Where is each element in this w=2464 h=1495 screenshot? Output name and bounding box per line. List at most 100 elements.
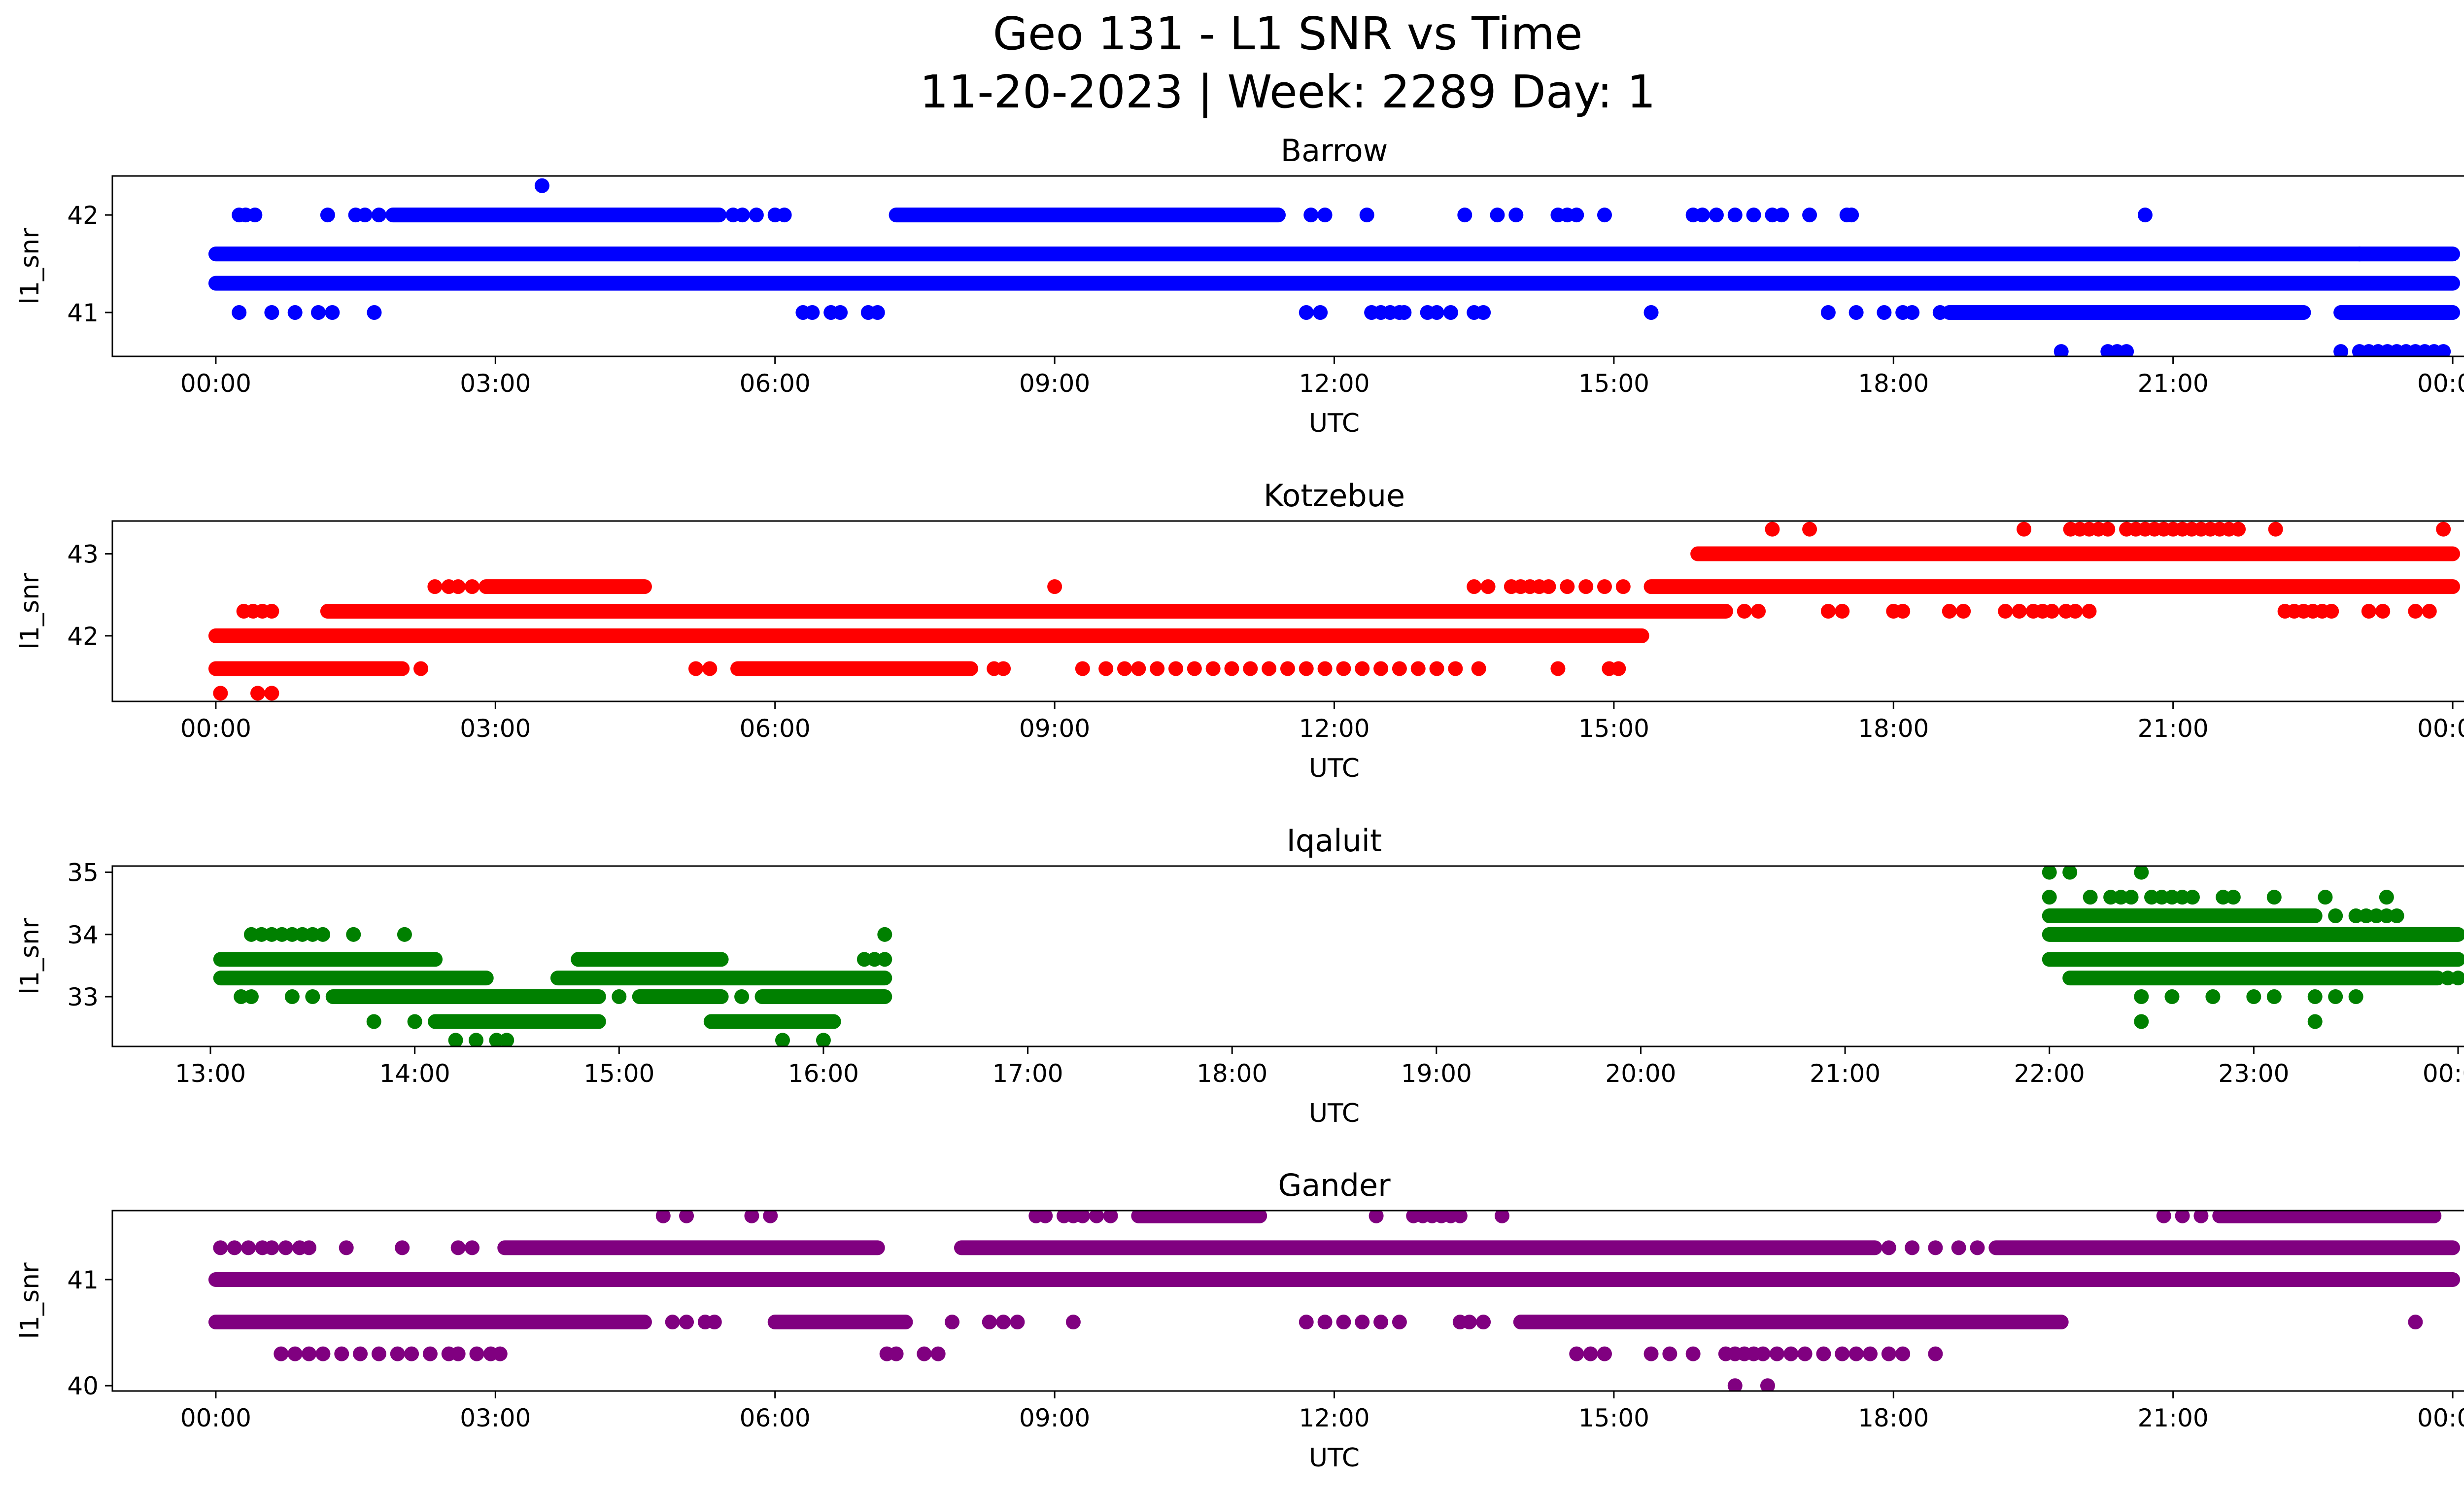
data-point <box>816 1033 831 1046</box>
data-point <box>250 686 266 701</box>
data-point <box>1597 579 1612 594</box>
data-point <box>287 305 303 320</box>
x-tick-label: 20:00 <box>1605 1059 1676 1088</box>
data-point <box>982 1315 997 1330</box>
data-point <box>1262 661 1277 676</box>
data-point <box>2216 890 2231 905</box>
data-point <box>1150 661 1165 676</box>
data-point <box>1895 604 1911 619</box>
x-tick-label: 21:00 <box>2138 714 2209 743</box>
x-tick-label: 12:00 <box>1299 1404 1369 1432</box>
data-point <box>534 178 549 193</box>
data-point <box>232 305 247 320</box>
data-point <box>805 305 820 320</box>
data-point <box>996 1315 1011 1330</box>
x-tick-label: 18:00 <box>1197 1059 1267 1088</box>
data-point <box>1928 1346 1943 1361</box>
data-point <box>1863 1346 1878 1361</box>
data-point <box>315 927 331 942</box>
data-point <box>2231 522 2246 537</box>
data-point <box>2307 989 2323 1005</box>
data-points <box>208 1211 2461 1391</box>
data-point <box>1410 661 1426 676</box>
data-point <box>1755 1346 1771 1361</box>
x-tick-label: 19:00 <box>1401 1059 1472 1088</box>
data-point <box>499 1033 514 1046</box>
data-points <box>213 866 2464 1046</box>
data-point <box>1355 661 1370 676</box>
x-tick-label: 15:00 <box>1578 369 1649 398</box>
data-point <box>1597 1346 1612 1361</box>
data-point <box>1615 579 1631 594</box>
data-point <box>2083 890 2098 905</box>
data-point <box>856 952 872 967</box>
data-point <box>744 1211 759 1223</box>
data-point <box>450 1346 466 1361</box>
data-point <box>243 927 259 942</box>
data-point <box>2053 344 2069 356</box>
data-point <box>274 1346 289 1361</box>
data-point <box>241 1240 256 1255</box>
data-point <box>1480 579 1496 594</box>
data-point <box>465 579 480 594</box>
data-point <box>2307 1014 2323 1029</box>
data-point <box>1611 661 1626 676</box>
data-point <box>2436 344 2451 356</box>
data-point <box>264 686 279 701</box>
x-tick-label: 00:00 <box>180 369 251 398</box>
data-point <box>2450 971 2464 986</box>
data-point <box>889 1346 904 1361</box>
data-point <box>450 579 466 594</box>
data-point <box>1280 661 1295 676</box>
x-tick-label: 18:00 <box>1858 714 1929 743</box>
data-point <box>1881 1240 1896 1255</box>
data-point <box>2408 1315 2423 1330</box>
subplot-title: Iqaluit <box>1287 823 1382 859</box>
x-tick-label: 15:00 <box>1578 1404 1649 1432</box>
data-point <box>571 952 586 967</box>
data-point <box>448 1033 463 1046</box>
data-point <box>2193 1211 2209 1223</box>
data-point <box>315 1346 331 1361</box>
data-point <box>1038 1211 1053 1223</box>
data-point <box>1047 579 1062 594</box>
data-point <box>2134 1014 2149 1029</box>
data-point <box>1168 661 1183 676</box>
data-point <box>1816 1346 1831 1361</box>
y-tick-label: 34 <box>67 921 99 949</box>
data-point <box>679 1211 694 1223</box>
data-point <box>655 1211 671 1223</box>
x-tick-label: 21:00 <box>1810 1059 1881 1088</box>
data-point <box>243 989 259 1005</box>
subplot-title: Kotzebue <box>1264 478 1405 514</box>
data-point <box>1727 1378 1743 1391</box>
data-point <box>227 1240 242 1255</box>
data-points <box>208 522 2461 701</box>
data-point <box>763 1211 778 1223</box>
data-point <box>1467 579 1482 594</box>
data-point <box>2185 890 2200 905</box>
data-point <box>1131 661 1146 676</box>
data-point <box>1662 1346 1677 1361</box>
data-point <box>2333 344 2349 356</box>
subplot-panels: Barrow 00:00 03:00 06:00 09:00 12:00 15:00 18:0… <box>15 133 2464 1473</box>
data-point <box>390 1346 405 1361</box>
data-point <box>213 1240 228 1255</box>
data-point <box>1117 661 1132 676</box>
data-point <box>2017 522 2032 537</box>
data-points <box>208 178 2461 356</box>
x-axis-label: UTC <box>1309 1099 1360 1128</box>
data-point <box>1751 604 1766 619</box>
x-tick-label: 09:00 <box>1019 1404 1090 1432</box>
data-point <box>1494 1211 1509 1223</box>
data-point <box>1737 604 1752 619</box>
data-point <box>469 1033 484 1046</box>
data-point <box>1695 208 1710 223</box>
data-point <box>1392 661 1407 676</box>
data-point <box>1783 1346 1799 1361</box>
data-point <box>735 208 750 223</box>
subplot-kotzebue: Kotzebue 00:00 03:00 06:00 09:00 12:00 15:00 18… <box>15 478 2464 783</box>
subplot-gander: Gander 00:00 03:00 06:00 09:00 12:00 15:00 18:0… <box>15 1167 2464 1473</box>
data-point <box>2103 890 2119 905</box>
